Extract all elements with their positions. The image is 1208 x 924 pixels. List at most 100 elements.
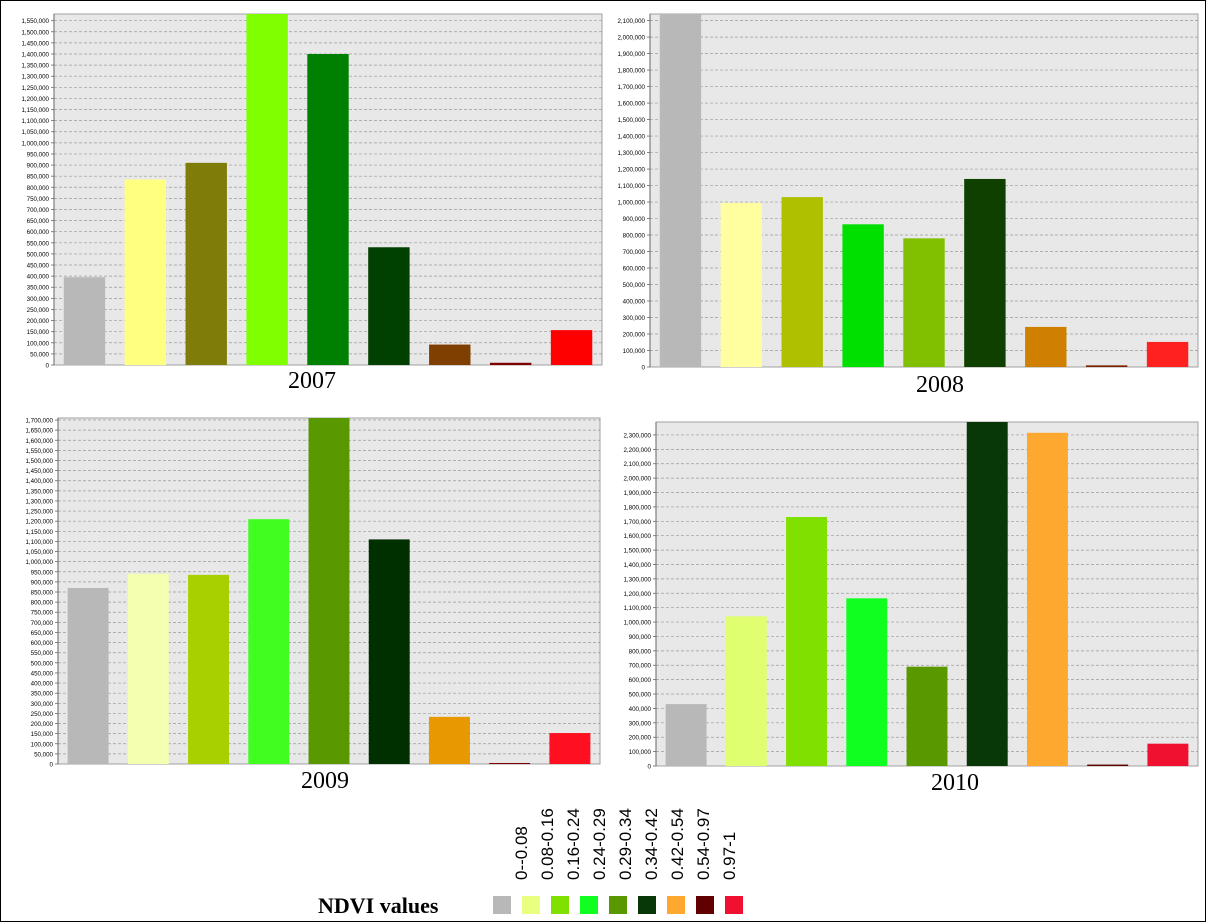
y-tick-label: 800,000 [27,185,50,192]
chart-2009: 0 50,000 100,000 150,000 200,000 250,000 300,0… [6,412,604,769]
bar-0.24-0.29 [246,14,288,365]
y-tick-label: 100,000 [31,741,54,748]
y-tick-label: 300,000 [31,701,54,708]
y-tick-label: 1,100,000 [21,118,49,125]
y-tick-label: 500,000 [629,692,652,699]
legend-swatch-2 [551,896,569,914]
bar-0.24-0.29 [842,224,884,367]
y-tick-label: 1,100,000 [617,183,645,190]
y-tick-label: 2,100,000 [623,461,651,468]
year-label-2010: 2010 [931,770,979,796]
y-tick-label: 1,050,000 [21,129,49,136]
y-tick-label: 250,000 [27,307,50,314]
y-tick-label: 1,600,000 [25,438,53,445]
y-tick-label: 800,000 [31,600,54,607]
y-tick-label: 450,000 [27,263,50,270]
bar-0.54-0.97 [1087,764,1129,766]
legend-swatch-0 [493,896,511,914]
y-tick-label: 900,000 [31,579,54,586]
y-tick-label: 1,100,000 [623,605,651,612]
y-tick-label: 1,400,000 [21,51,49,58]
y-tick-label: 1,650,000 [25,428,53,435]
y-tick-label: 100,000 [629,749,652,756]
legend-label-7: 0.54-0.97 [694,808,713,880]
y-tick-label: 600,000 [31,640,54,647]
chart-2008: 0 100,000 200,000 300,000 400,000 500,000 600,… [606,8,1202,372]
y-tick-label: 1,350,000 [25,488,53,495]
bar-0.54-0.97 [1085,365,1128,367]
chart-2010: 0 100,000 200,000 300,000 400,000 500,000 600,… [604,412,1202,771]
y-tick-label: 1,300,000 [623,576,651,583]
y-tick-label: 1,800,000 [623,504,651,511]
y-tick-label: 1,000,000 [21,140,49,147]
y-tick-label: 300,000 [623,315,646,322]
legend-swatch-1 [522,896,540,914]
y-tick-label: 900,000 [27,163,50,170]
y-tick-label: 600,000 [623,266,646,273]
y-tick-label: 900,000 [629,634,652,641]
y-tick-label: 1,000,000 [25,559,53,566]
y-tick-label: 1,400,000 [623,562,651,569]
legend-swatch-4 [609,896,627,914]
bar-0.16-0.24 [185,162,227,365]
y-tick-label: 1,000,000 [617,200,645,207]
y-tick-label: 850,000 [27,174,50,181]
y-tick-label: 1,900,000 [617,51,645,58]
bar-0.08-0.16 [720,202,763,367]
y-tick-label: 0 [46,363,50,370]
legend-title: NDVI values [318,893,439,918]
legend-swatch-5 [638,896,656,914]
legend-label-2: 0.16-0.24 [564,808,583,880]
y-tick-label: 1,550,000 [21,18,49,25]
bar-0.16-0.24 [188,574,230,764]
bar-0.34-0.42 [964,178,1006,367]
y-tick-label: 700,000 [629,663,652,670]
y-tick-label: 1,700,000 [25,418,53,425]
bar-0.97-1 [1147,743,1189,766]
y-tick-label: 2,000,000 [617,35,645,42]
y-tick-label: 1,500,000 [25,458,53,465]
bar-0--0.08 [659,14,702,367]
bar-0.42-0.54 [1026,432,1068,766]
y-tick-label: 1,200,000 [21,96,49,103]
y-tick-label: 1,500,000 [21,29,49,36]
chart-2009-svg: 0 50,000 100,000 150,000 200,000 250,000 300,0… [25,417,601,769]
y-tick-label: 1,700,000 [617,84,645,91]
y-tick-label: 200,000 [623,332,646,339]
y-tick-label: 850,000 [31,590,54,597]
y-tick-label: 1,200,000 [25,519,53,526]
y-tick-label: 1,900,000 [623,490,651,497]
y-tick-label: 1,600,000 [617,101,645,108]
y-tick-label: 800,000 [623,233,646,240]
y-tick-label: 600,000 [629,677,652,684]
y-tick-label: 1,200,000 [623,591,651,598]
y-tick-label: 1,600,000 [623,533,651,540]
bar-0.29-0.34 [308,418,350,764]
y-tick-label: 800,000 [629,648,652,655]
y-tick-label: 400,000 [27,274,50,281]
bar-0.54-0.97 [489,362,532,365]
y-tick-label: 950,000 [31,569,54,576]
y-tick-label: 1,800,000 [617,68,645,75]
y-tick-label: 700,000 [623,249,646,256]
chart-2007: 0 50,000 100,000 150,000 200,000 250,000 300,0… [6,8,606,370]
bar-0--0.08 [67,587,109,764]
bar-0.97-1 [1146,341,1189,367]
y-tick-label: 1,450,000 [21,40,49,47]
legend-label-4: 0.29-0.34 [616,808,635,880]
y-tick-label: 200,000 [27,318,50,325]
legend-label-8: 0.97-1 [720,831,739,880]
bar-0.29-0.34 [903,238,945,367]
legend-label-1: 0.08-0.16 [538,808,557,880]
y-tick-label: 350,000 [27,285,50,292]
y-tick-label: 450,000 [31,670,54,677]
y-tick-label: 400,000 [31,681,54,688]
y-tick-label: 1,300,000 [25,498,53,505]
bar-0.16-0.24 [786,516,828,766]
y-tick-label: 700,000 [31,620,54,627]
bar-0.29-0.34 [906,666,948,766]
y-tick-label: 500,000 [27,251,50,258]
y-tick-label: 650,000 [31,630,54,637]
y-tick-label: 0 [648,764,652,771]
